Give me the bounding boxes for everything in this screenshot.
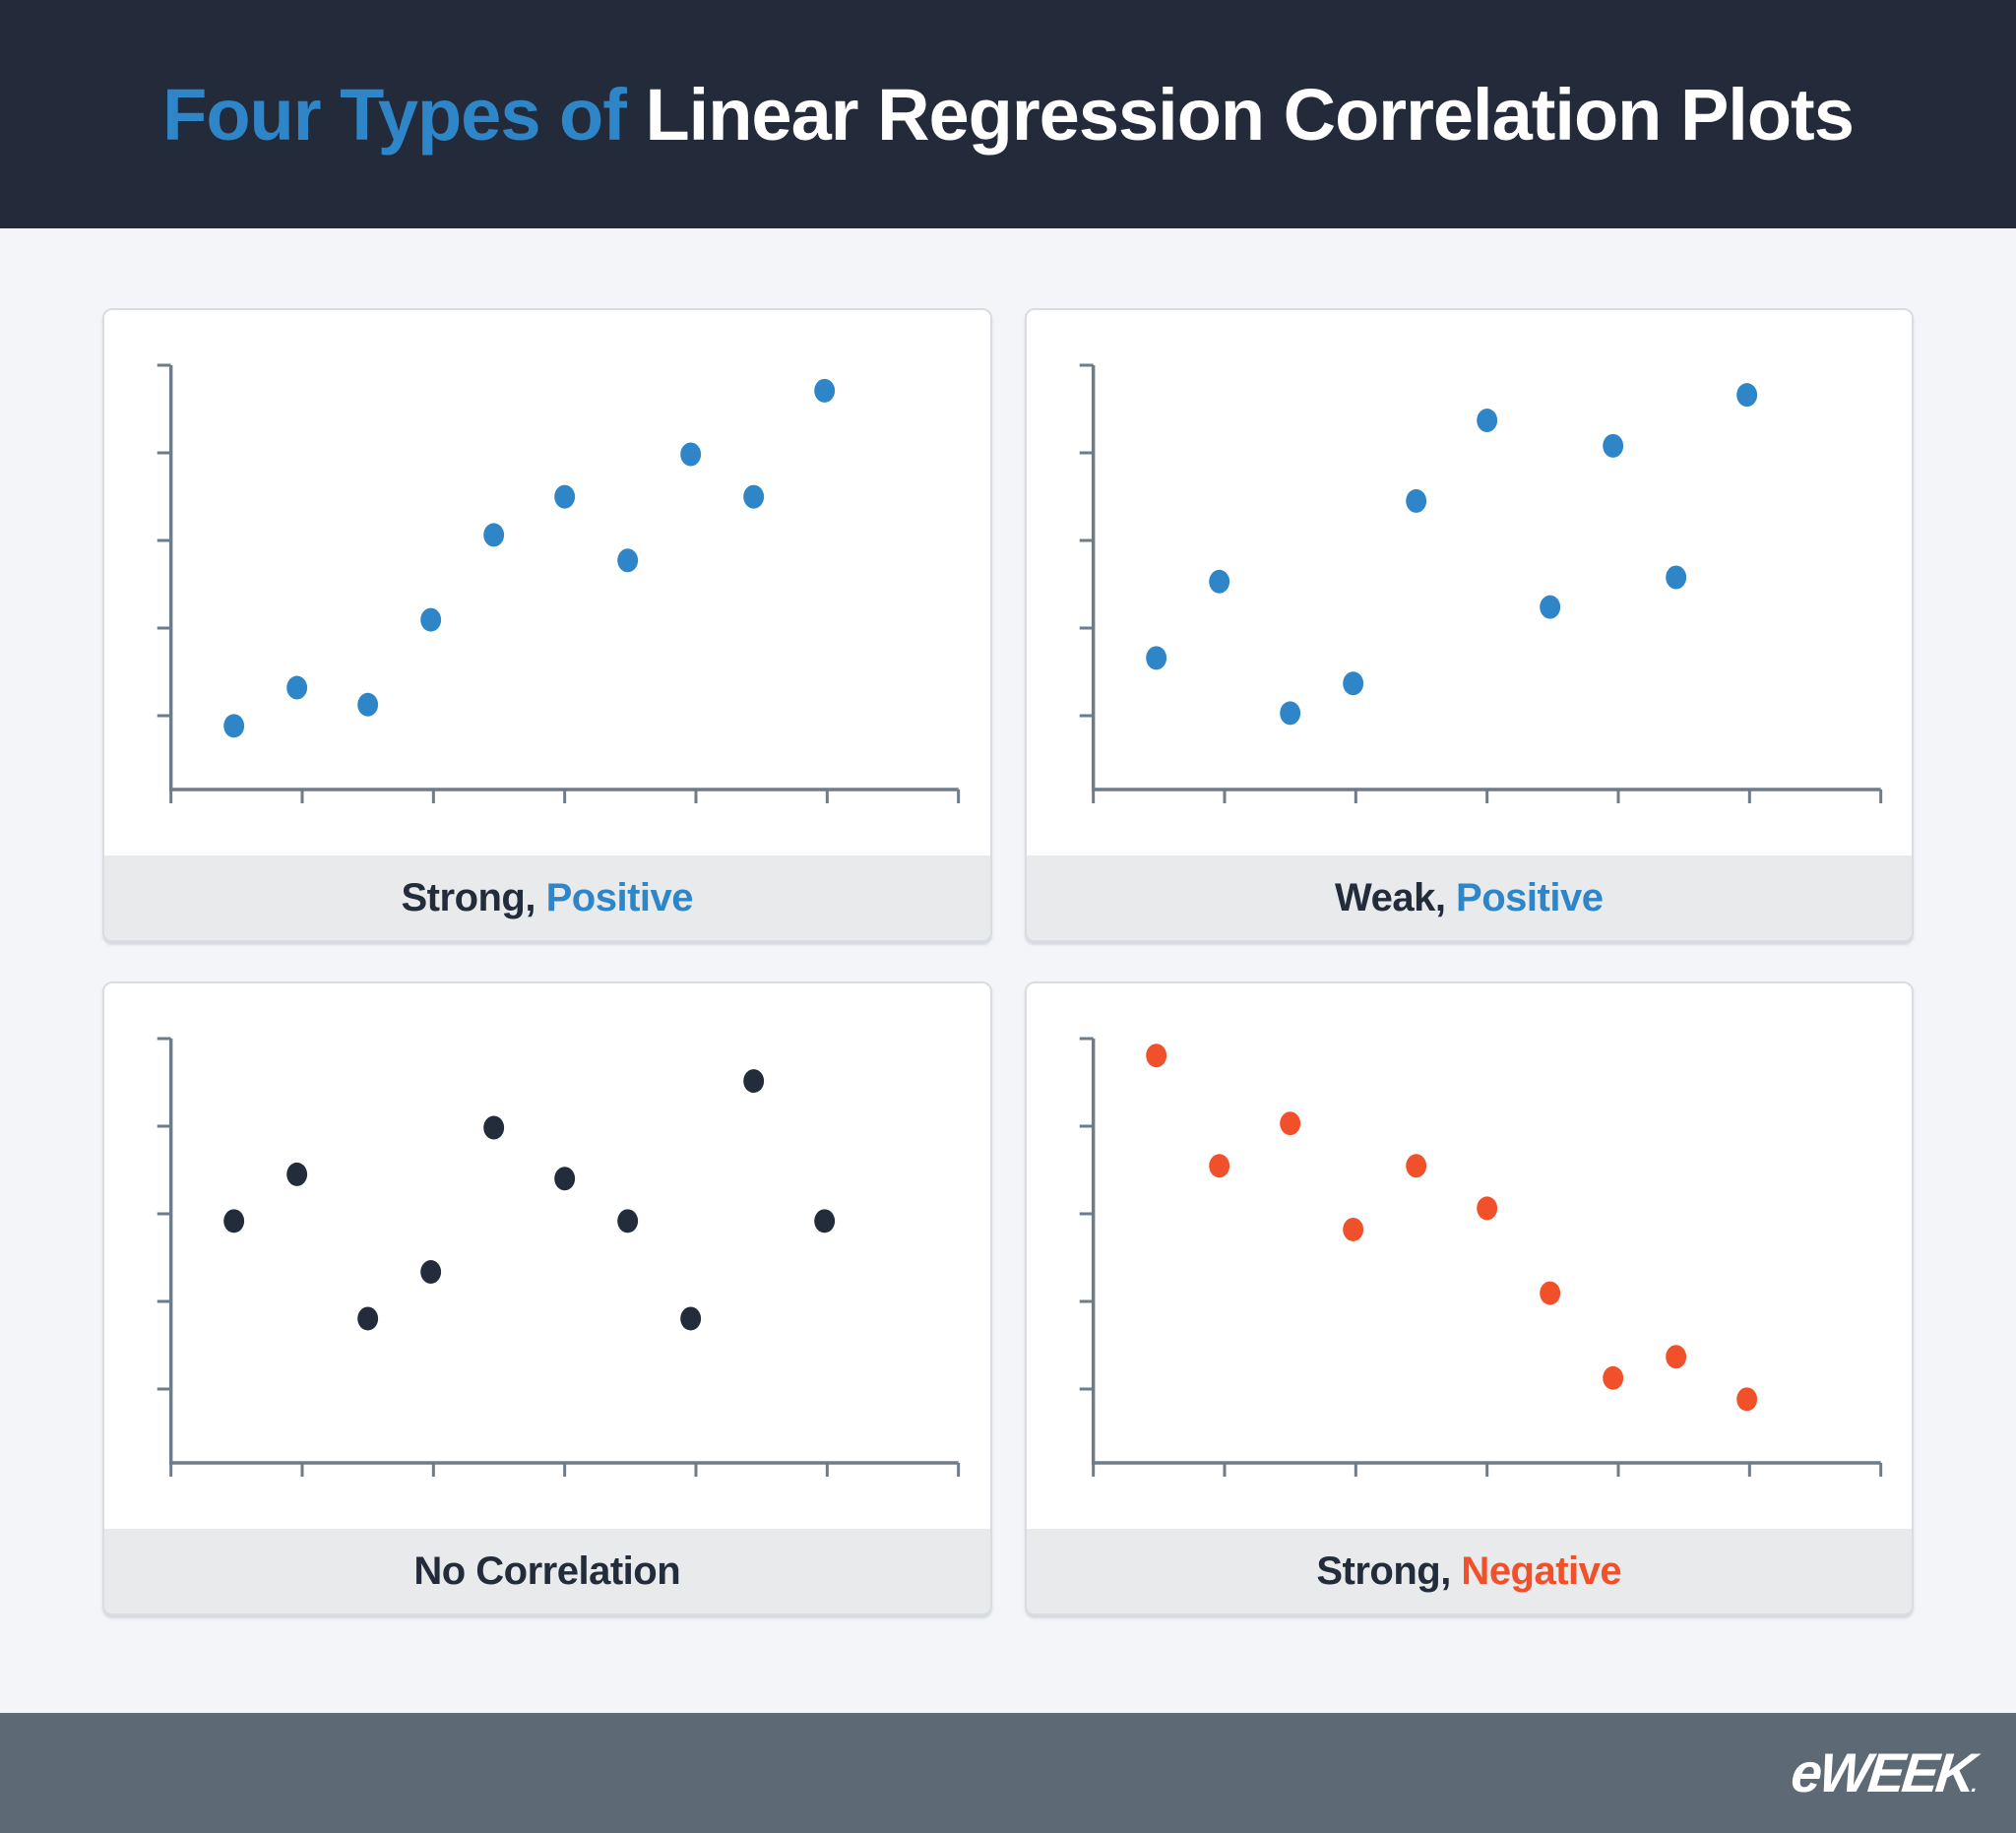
- data-point: [1539, 595, 1560, 619]
- data-point: [1476, 409, 1497, 433]
- data-point: [483, 523, 505, 547]
- caption-prefix: Strong,: [401, 875, 536, 919]
- data-point: [420, 1260, 442, 1285]
- eweek-logo-text: eWEEK: [1788, 1741, 1977, 1803]
- caption-suffix: Positive: [535, 875, 694, 919]
- scatter-plot-strong-positive: [157, 363, 961, 803]
- chart-card-strong-positive: Strong, Positive: [102, 308, 992, 942]
- eweek-logo: eWEEK.: [1788, 1741, 1982, 1803]
- caption-suffix: Positive: [1445, 875, 1604, 919]
- data-point: [286, 1162, 308, 1186]
- caption-prefix: No Correlation: [413, 1549, 681, 1593]
- data-point: [1208, 569, 1229, 594]
- chart-card-weak-positive: Weak, Positive: [1024, 308, 1914, 942]
- header: Four Types of Linear Regression Correlat…: [0, 0, 2016, 228]
- data-point: [420, 607, 442, 632]
- data-point: [1342, 1217, 1363, 1241]
- data-point: [1665, 1345, 1686, 1369]
- data-point: [1279, 1111, 1300, 1136]
- caption-suffix: Negative: [1450, 1549, 1622, 1593]
- caption-prefix: Weak,: [1335, 875, 1446, 919]
- data-point: [814, 378, 836, 403]
- scatter-plot-no-correlation: [157, 1037, 961, 1477]
- data-point: [1342, 671, 1363, 696]
- data-point: [814, 1209, 836, 1233]
- data-point: [1145, 1043, 1166, 1068]
- title-rest: Linear Regression Correlation Plots: [625, 73, 1854, 156]
- data-point: [1208, 1154, 1229, 1178]
- data-point: [617, 548, 639, 573]
- data-point: [1602, 1365, 1623, 1390]
- eweek-logo-period: .: [1970, 1772, 1980, 1797]
- title-highlight: Four Types of: [162, 73, 627, 156]
- data-point: [743, 1069, 765, 1094]
- plot-area-strong-positive: [104, 310, 990, 855]
- scatter-plot-weak-positive: [1079, 363, 1882, 803]
- page-title: Four Types of Linear Regression Correlat…: [162, 73, 1855, 157]
- plot-area-weak-positive: [1027, 310, 1913, 855]
- data-point: [1735, 1387, 1757, 1412]
- footer: eWEEK.: [0, 1713, 2016, 1833]
- chart-caption-no-correlation: No Correlation: [104, 1529, 990, 1613]
- data-point: [680, 1306, 702, 1331]
- plot-area-strong-negative: [1027, 983, 1913, 1529]
- scatter-plot-strong-negative: [1079, 1037, 1882, 1477]
- chart-caption-strong-positive: Strong, Positive: [104, 855, 990, 940]
- data-point: [223, 714, 245, 738]
- chart-caption-strong-negative: Strong, Negative: [1026, 1529, 1912, 1613]
- data-point: [680, 442, 702, 467]
- data-point: [1476, 1196, 1497, 1221]
- data-point: [1405, 488, 1426, 513]
- caption-prefix: Strong,: [1316, 1549, 1451, 1593]
- data-point: [357, 692, 379, 717]
- data-point: [1145, 646, 1166, 670]
- chart-card-strong-negative: Strong, Negative: [1024, 981, 1914, 1615]
- data-point: [1735, 383, 1757, 408]
- plot-area-no-correlation: [104, 983, 990, 1529]
- chart-caption-weak-positive: Weak, Positive: [1026, 855, 1912, 940]
- data-point: [1539, 1281, 1560, 1305]
- data-point: [357, 1306, 379, 1331]
- charts-grid: Strong, Positive Weak, Positive No Correla…: [0, 228, 2016, 1615]
- data-point: [743, 484, 765, 509]
- data-point: [223, 1209, 245, 1233]
- data-point: [1279, 701, 1300, 726]
- chart-card-no-correlation: No Correlation: [102, 981, 992, 1615]
- data-point: [554, 1167, 576, 1191]
- data-point: [617, 1209, 639, 1233]
- data-point: [483, 1115, 505, 1140]
- data-point: [1602, 433, 1623, 458]
- data-point: [554, 484, 576, 509]
- data-point: [286, 675, 308, 700]
- data-point: [1405, 1154, 1426, 1178]
- data-point: [1665, 565, 1686, 590]
